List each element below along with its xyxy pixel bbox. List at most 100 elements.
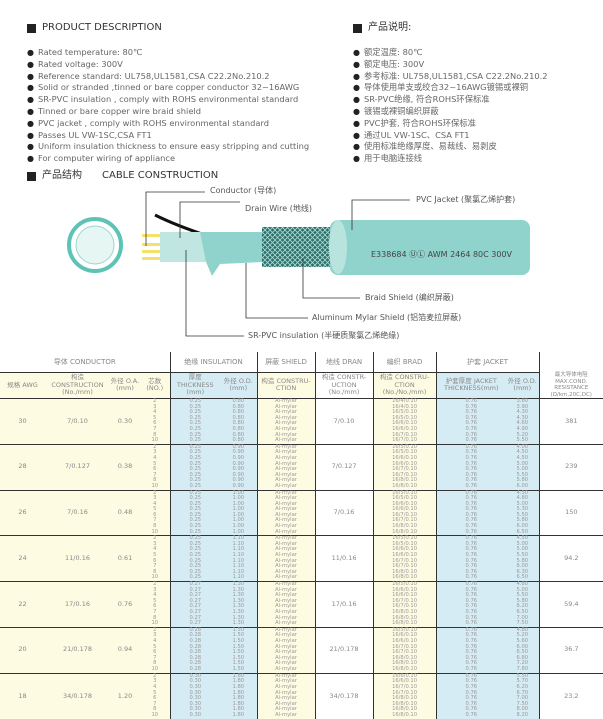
cores-line: 7 [153,563,157,570]
shield-line: Al-mylar [275,684,297,691]
jacket-od-line: 8.00 [516,706,529,713]
jacket-thickness-line: 0.76 [465,654,478,661]
braid-line: 16/6/0.10 [392,425,418,432]
shield-line: Al-mylar [275,482,297,489]
jacket-od-line: 7.00 [516,695,529,702]
cores-line: 5 [153,414,157,421]
construction: 34/0.178 [45,672,110,719]
description-item: 额定温度: 80℃ [353,47,548,59]
conductor-od: 0.94 [110,626,140,673]
ins-thickness-line: 0.25 [189,511,202,518]
cores-line: 10 [151,574,159,581]
heading-en: CABLE CONSTRUCTION [102,170,219,181]
cores-line: 10 [151,482,159,489]
conductor-od: 0.76 [110,581,140,628]
jacket-od-line: 5.00 [516,546,529,553]
shield-line: Al-mylar [275,678,297,685]
ins-thickness-line: 0.28 [189,665,202,672]
jacket-thickness-line: 0.76 [465,403,478,410]
description-item: 用于电脑连接线 [353,153,548,165]
ins-thickness-line: 0.25 [189,506,202,513]
braid-line: 16/8/0.10 [392,654,418,661]
jacket-thickness-line: 0.76 [465,700,478,707]
jacket-thickness-line: 0.76 [465,437,478,444]
jacket-thickness: 0.76 0.76 0.76 0.76 0.76 0.76 0.76 0.76 [435,626,507,673]
ins-od-line: 1.10 [232,574,245,581]
jacket-thickness-line: 0.76 [465,643,478,650]
jacket-thickness-line: 0.76 [465,495,478,502]
braid-line: 16/6/0.10 [392,454,418,461]
shield-line: Al-mylar [275,403,297,410]
ins-thickness-line: 0.28 [189,632,202,639]
jacket-thickness-line: 0.76 [465,466,478,473]
table-row: 18 34/0.178 1.20 2 3 4 5 6 7 8 10 0.30 0.30 0.30 0.30 0… [0,672,603,719]
jacket-od-line: 7.80 [516,665,529,672]
col-jacket-od: 外径 O.D. (mm) [506,372,540,399]
ins-thickness-line: 0.28 [189,649,202,656]
shield-line: Al-mylar [275,466,297,473]
jacket-od-line: 5.00 [516,586,529,593]
ins-thickness-line: 0.25 [189,552,202,559]
cores-line: 6 [153,603,157,610]
ins-thickness-line: 0.25 [189,546,202,553]
description-item: Rated temperature: 80℃ [27,47,309,59]
jacket-od-line: 4.50 [516,535,529,542]
description-item: PVC jacket , comply with ROHS environmen… [27,118,309,130]
braid-line: 16/6/0.10 [392,592,418,599]
shield-line: Al-mylar [275,449,297,456]
ins-thickness-line: 0.27 [189,592,202,599]
cable-cross-section [67,217,123,273]
ins-od-line: 1.50 [232,665,245,672]
ins-thickness-line: 0.25 [189,528,202,535]
jacket-thickness-line: 0.76 [465,425,478,432]
cores-line: 6 [153,649,157,656]
ins-thickness-line: 0.25 [189,431,202,438]
awg: 22 [0,581,45,628]
ins-od-line: 0.80 [232,420,245,427]
jacket-od-line: 4.80 [516,581,529,587]
awg: 28 [0,443,45,490]
jacket-od-line: 4.50 [516,454,529,461]
ins-od-line: 0.90 [232,471,245,478]
col-cores: 芯数 (NO.) [140,372,171,399]
resistance: 381 [538,398,603,445]
awg: 18 [0,672,45,719]
cores-line: 6 [153,420,157,427]
en-description-list: Rated temperature: 80℃Rated voltage: 300… [27,47,309,165]
jacket-od-line: 6.50 [516,649,529,656]
jacket-od-line: 4.50 [516,489,529,496]
jacket-od-line: 6.00 [516,643,529,650]
shield-line: Al-mylar [275,517,297,524]
braid-line: 16/7/0.10 [392,557,418,564]
ins-thickness-line: 0.25 [189,437,202,444]
shield-line: Al-mylar [275,643,297,650]
ins-thickness: 0.30 0.30 0.30 0.30 0.30 0.30 0.30 0.30 [169,672,221,719]
cores: 2 3 4 5 6 7 8 10 [140,626,171,673]
ins-thickness-line: 0.25 [189,409,202,416]
ins-od-line: 0.90 [232,454,245,461]
shield-line: Al-mylar [275,420,297,427]
jacket-thickness-line: 0.76 [465,632,478,639]
jacket-od-line: 7.00 [516,614,529,621]
braid-line: 16/7/0.10 [392,603,418,610]
jacket-thickness-line: 0.76 [465,592,478,599]
ins-thickness-line: 0.30 [189,678,202,685]
ins-od-line: 1.00 [232,511,245,518]
shield-line: Al-mylar [275,654,297,661]
jacket-od-line: 4.00 [516,443,529,450]
jacket-thickness-line: 0.76 [465,665,478,672]
braid-line: 16/8/0.10 [392,700,418,707]
braid-line: 16/5/0.10 [392,414,418,421]
ins-thickness-line: 0.25 [189,443,202,450]
mylar-shield [200,232,262,276]
ins-od-line: 1.50 [232,649,245,656]
jacket-od-line: 5.80 [516,597,529,604]
description-item: Passes UL VW-1SC,CSA FT1 [27,130,309,142]
cores-line: 6 [153,695,157,702]
jacket-od: 5.50 5.70 6.20 6.70 7.00 7.50 8.00 8.20 [506,672,540,719]
cores-line: 8 [153,477,157,484]
ins-thickness-line: 0.27 [189,581,202,587]
braid: 16/5/0.10 16/6/0.10 16/6/0.10 16/7/0.10 16/7… [372,581,437,628]
ins-thickness-line: 0.25 [189,540,202,547]
cores-line: 7 [153,517,157,524]
